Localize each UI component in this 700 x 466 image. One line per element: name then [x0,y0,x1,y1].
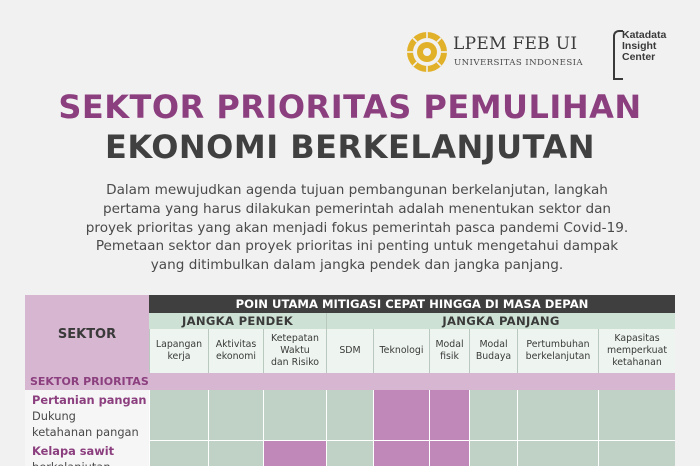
table-cell [263,390,326,441]
intro-line: yang ditimbulkan dalam jangka pendek dan… [150,257,564,274]
sector-description: berkelanjutan [32,459,149,466]
katadata-line: Insight [622,40,657,52]
intro-line: Pemetaan sektor dan proyek prioritas ini… [95,238,619,255]
table-cell [517,390,598,441]
ui-makara-seal-icon [407,32,447,72]
intro-line: Dalam mewujudkan agenda tujuan pembangun… [106,182,608,198]
table-cell [469,441,517,466]
intro-line: proyek prioritas yang akan menjadi fokus… [85,219,629,236]
sector-description: Dukung [32,409,76,423]
intro-paragraph: Dalam mewujudkan agenda tujuan pembangun… [62,181,652,275]
sector-description: ketahanan pangan [32,425,139,439]
column-header: Modal Budaya [469,329,517,373]
table-cell [149,441,208,466]
katadata-line: Katadata [622,29,667,41]
table-cell [598,390,675,441]
table-cell [517,441,598,466]
katadata-logo: Katadata Insight Center [622,30,666,63]
header-logos: LPEM FEB UI UNIVERSITAS INDONESIA Katada… [405,30,695,82]
column-header: Aktivitas ekonomi [208,329,263,373]
column-header: SDM [326,329,373,373]
sektor-column-header: SEKTOR [25,295,149,373]
katadata-bracket-icon [613,30,623,80]
page-title-line2: EKONOMI BERKELANJUTAN [104,128,596,166]
group-header-long-term: JANGKA PANJANG [326,313,675,329]
table-cell [429,441,469,466]
group-header-short-term: JANGKA PENDEK [149,313,326,329]
priority-sector-table: SEKTOR POIN UTAMA MITIGASI CEPAT HINGGA … [25,295,675,466]
page-title-line1: SEKTOR PRIORITAS PEMULIHAN [58,88,642,126]
main-header: POIN UTAMA MITIGASI CEPAT HINGGA DI MASA… [149,295,675,313]
column-header: Pertumbuhan berkelanjutan [517,329,598,373]
column-header: Lapangan kerja [149,329,208,373]
column-header: Modal fisik [429,329,469,373]
sector-name: Pertanian pangan [32,393,147,407]
table-cell [149,390,208,441]
table-row-label: Pertanian pangan Dukung ketahanan pangan [25,390,149,441]
table-cell [326,441,373,466]
column-header: Ketepatan Waktu dan Risiko [263,329,326,373]
table-cell [263,441,326,466]
katadata-line: Center [622,51,656,63]
sector-name: Kelapa sawit [32,444,115,458]
table-cell [208,441,263,466]
lpem-logo-subtitle: UNIVERSITAS INDONESIA [454,58,584,68]
column-header: Teknologi [373,329,429,373]
lpem-logo-title: LPEM FEB UI [453,34,578,54]
sector-band-label: SEKTOR PRIORITAS [25,373,675,390]
intro-line: pertama yang harus dilakukan pemerintah … [102,200,612,217]
table-cell [326,390,373,441]
column-header: Kapasitas memperkuat ketahanan [598,329,675,373]
table-cell [429,390,469,441]
table-row-label: Kelapa sawitberkelanjutan [25,441,149,466]
table-cell [208,390,263,441]
table-cell [469,390,517,441]
table-cell [598,441,675,466]
table-cell [373,390,429,441]
table-cell [373,441,429,466]
